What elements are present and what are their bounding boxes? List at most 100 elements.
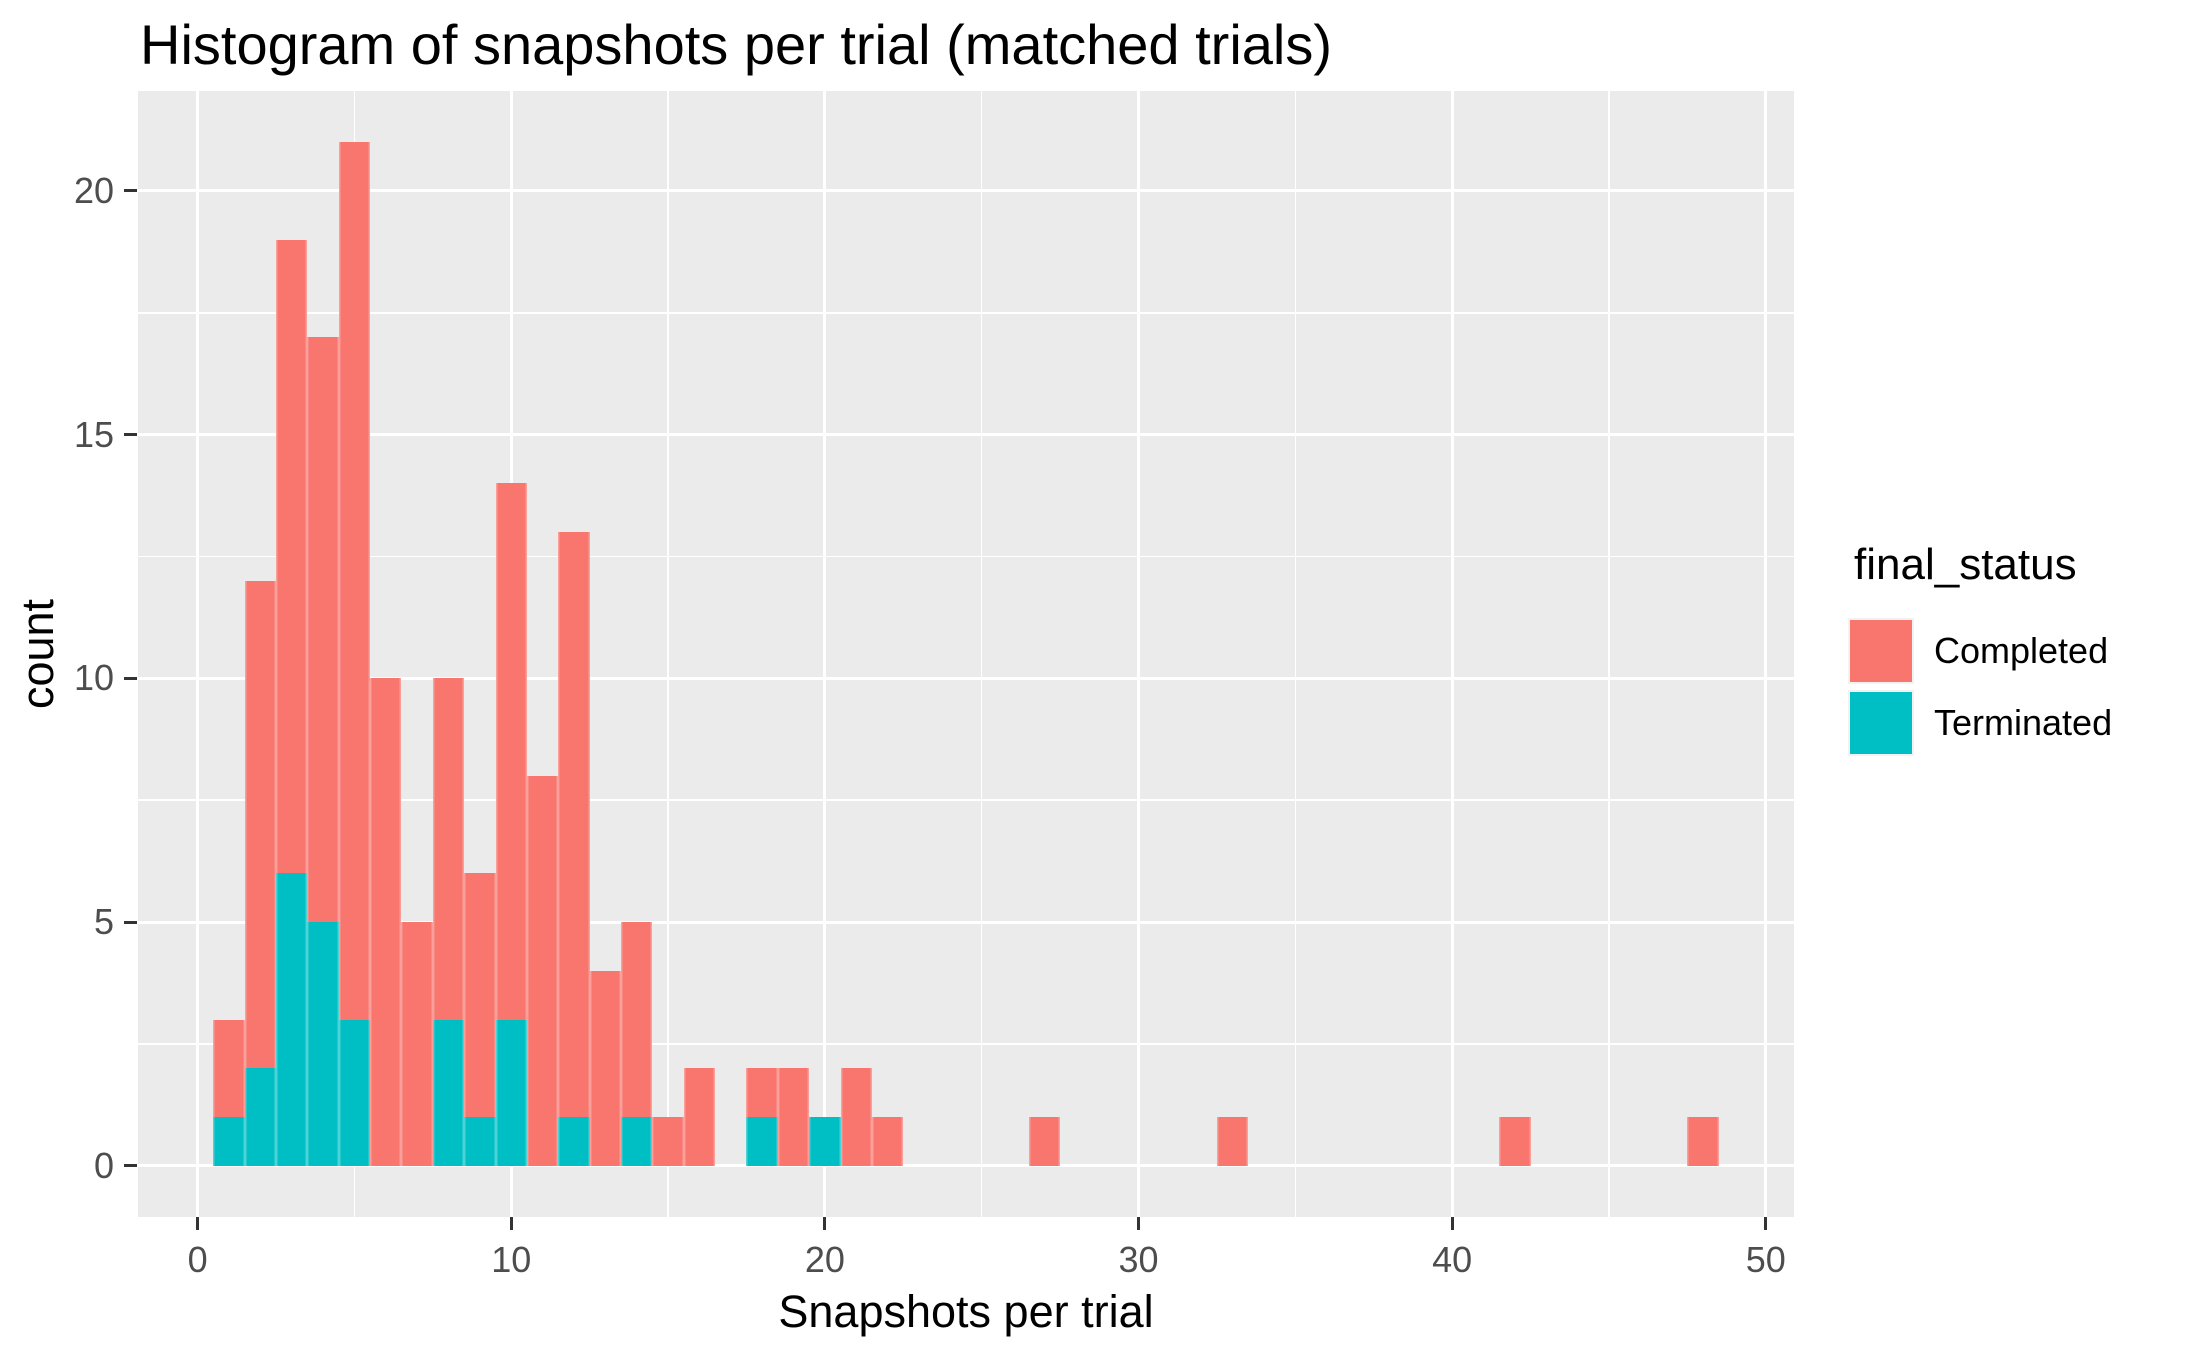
x-minor-gridline: [980, 91, 983, 1217]
bar-segment-terminated: [338, 1019, 371, 1166]
x-major-gridline: [1450, 91, 1454, 1217]
bar-segment-completed: [652, 1117, 684, 1166]
histogram-bar: [558, 532, 590, 1166]
y-major-gridline: [138, 189, 1794, 193]
x-minor-gridline: [1608, 91, 1610, 1217]
bar-segment-completed: [432, 678, 465, 1020]
histogram-bar: [464, 873, 496, 1166]
bar-segment-terminated: [809, 1117, 841, 1166]
bar-segment-terminated: [213, 1117, 245, 1166]
histogram-bar: [683, 1068, 716, 1166]
x-axis-tick: [823, 1217, 827, 1230]
y-major-gridline: [138, 433, 1794, 437]
x-major-gridline: [1764, 91, 1768, 1217]
y-axis-title: count: [12, 598, 63, 710]
legend-label-completed: Completed: [1934, 630, 2109, 671]
histogram-bar: [777, 1068, 810, 1166]
bar-segment-terminated: [464, 1117, 496, 1166]
x-axis-tick-label: 40: [1432, 1239, 1473, 1280]
bar-segment-terminated: [495, 1019, 527, 1166]
x-axis-tick-label: 0: [187, 1239, 208, 1280]
y-major-gridline: [138, 920, 1794, 924]
plot-title: Histogram of snapshots per trial (matche…: [140, 13, 1332, 76]
bar-segment-completed: [777, 1068, 810, 1166]
bar-segment-completed: [840, 1068, 872, 1166]
bar-segment-completed: [871, 1117, 904, 1166]
histogram-bar: [652, 1117, 684, 1166]
bar-segment-completed: [276, 239, 308, 874]
x-major-gridline: [823, 91, 827, 1217]
x-axis-tick-label: 50: [1745, 1239, 1786, 1280]
bar-segment-terminated: [746, 1117, 778, 1166]
histogram-bar: [432, 678, 465, 1166]
histogram-bar: [809, 1117, 841, 1166]
histogram-bar: [746, 1068, 778, 1166]
y-axis-tick: [124, 433, 137, 437]
legend-key-terminated: [1848, 690, 1914, 756]
histogram-bar: [307, 337, 339, 1166]
bar-segment-completed: [558, 532, 590, 1118]
legend-title: final_status: [1854, 540, 2077, 589]
bar-segment-completed: [683, 1068, 716, 1166]
legend: final_status Completed Terminated: [1848, 540, 2112, 762]
y-axis-tick-label: 0: [93, 1144, 114, 1186]
bar-segment-completed: [495, 483, 527, 1020]
completed-swatch: [1850, 620, 1912, 682]
histogram-bar: [213, 1019, 245, 1166]
x-axis-title: Snapshots per trial: [778, 1286, 1154, 1337]
bar-segment-terminated: [558, 1117, 590, 1166]
histogram-bar: [871, 1117, 904, 1166]
bar-segment-completed: [307, 337, 339, 923]
bar-segment-completed: [464, 873, 496, 1118]
bar-segment-completed: [338, 142, 371, 1020]
bar-segment-terminated: [621, 1117, 653, 1166]
bar-segment-completed: [1687, 1117, 1719, 1166]
bar-segment-completed: [746, 1068, 778, 1118]
y-major-gridline: [138, 676, 1794, 680]
bar-segment-completed: [1499, 1117, 1531, 1166]
x-major-gridline: [1137, 91, 1140, 1217]
histogram-bar: [621, 922, 653, 1166]
bar-segment-completed: [621, 922, 653, 1118]
terminated-swatch: [1850, 692, 1912, 754]
x-axis-tick-label: 20: [804, 1239, 845, 1280]
x-major-gridline: [196, 91, 200, 1217]
y-axis-tick-label: 5: [93, 901, 114, 943]
y-axis-tick: [124, 189, 137, 193]
bar-segment-terminated: [276, 873, 308, 1166]
y-axis-tick-label: 10: [73, 657, 114, 699]
y-axis-tick: [124, 920, 137, 924]
bar-segment-completed: [370, 678, 402, 1166]
histogram-bar: [244, 580, 276, 1166]
bar-segment-terminated: [307, 922, 339, 1166]
y-axis-tick-label: 20: [73, 169, 114, 211]
bar-segment-terminated: [244, 1068, 276, 1166]
y-major-gridline: [138, 1164, 1794, 1168]
x-axis-tick-label: 30: [1118, 1239, 1159, 1280]
y-minor-gridline: [138, 555, 1794, 558]
x-minor-gridline: [1294, 91, 1297, 1217]
bar-segment-completed: [401, 922, 433, 1166]
histogram-bar: [401, 922, 433, 1166]
histogram-bar: [1687, 1117, 1719, 1166]
histogram-bar: [338, 142, 371, 1166]
x-axis-tick: [196, 1217, 200, 1230]
legend-key-completed: [1848, 618, 1914, 684]
histogram-bar: [370, 678, 402, 1166]
x-axis-tick-label: 10: [491, 1239, 532, 1280]
x-minor-gridline: [667, 91, 669, 1217]
legend-entry-completed: Completed: [1848, 618, 2112, 684]
x-axis-tick: [1137, 1217, 1140, 1230]
bar-segment-terminated: [432, 1019, 465, 1166]
histogram-bar: [840, 1068, 872, 1166]
histogram-bar: [1216, 1117, 1249, 1166]
bar-segment-completed: [589, 970, 621, 1166]
histogram-bar: [589, 970, 621, 1166]
plot-panel: [138, 91, 1794, 1217]
histogram-bar: [276, 239, 308, 1166]
legend-label-terminated: Terminated: [1934, 702, 2113, 743]
legend-entry-terminated: Terminated: [1848, 690, 2112, 756]
histogram-bar: [526, 775, 559, 1166]
x-axis-tick: [1764, 1217, 1768, 1230]
